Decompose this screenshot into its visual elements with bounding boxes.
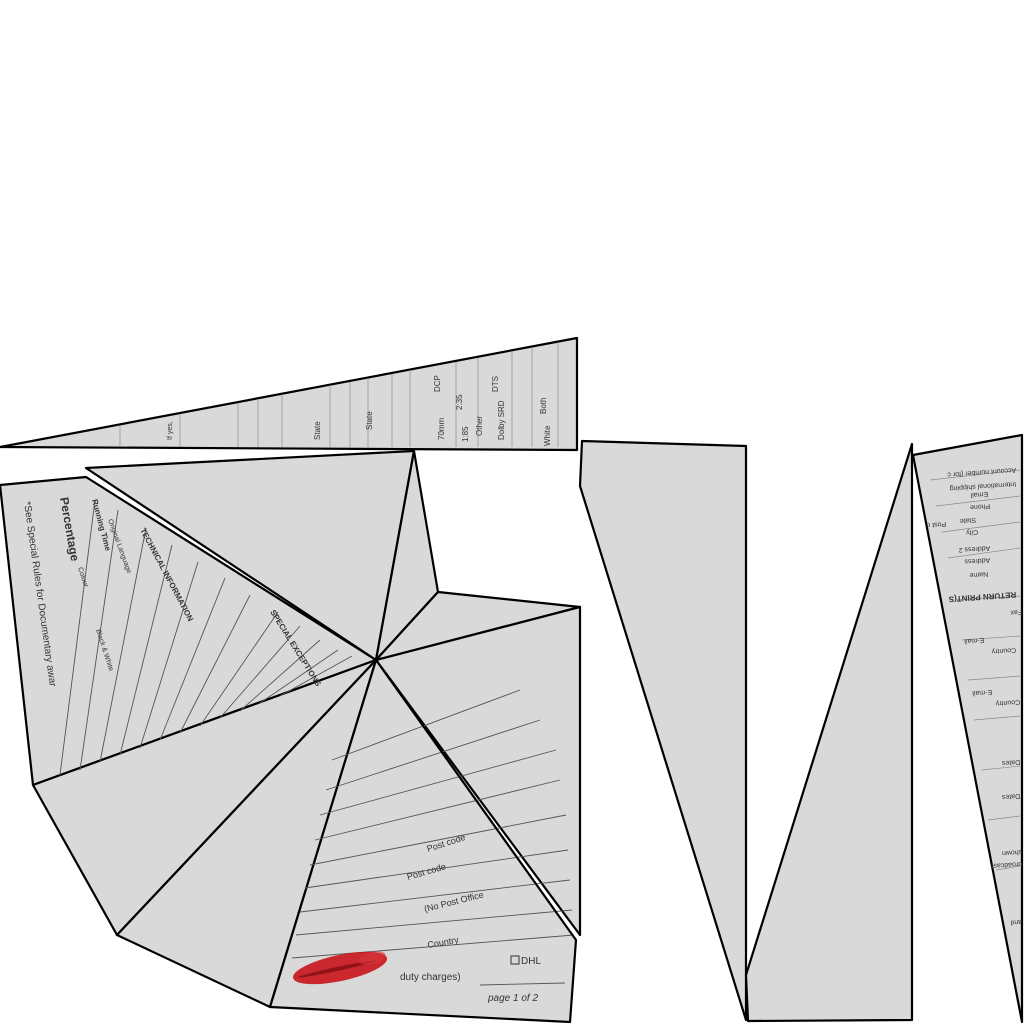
- top-strip-label-12: If yes,: [167, 421, 174, 440]
- right-label-8: Address 2: [958, 544, 990, 553]
- top-strip-label-10: Both: [539, 398, 548, 414]
- right-label-7: Post c: [926, 520, 946, 528]
- right-strip-fragment: RETURN PRINT(S Account number (for c Int…: [911, 433, 1024, 1024]
- lipstick-mark: [292, 951, 388, 985]
- top-strip-label-1: State: [313, 421, 322, 440]
- right-label-20: and: [1010, 918, 1022, 926]
- dhl-checkbox: DHL: [510, 955, 541, 967]
- right-label-5: State: [959, 516, 976, 524]
- top-strip-label-11: White: [543, 425, 552, 446]
- right-label-18: broadcast: [991, 860, 1022, 869]
- right-label-2: International shipping: [949, 480, 1016, 492]
- top-strip-label-7: Other: [475, 416, 484, 436]
- right-label-17: Dates: [1001, 792, 1020, 800]
- right-label-15: Country: [995, 698, 1020, 707]
- top-strip-label-9: Dolby SRD: [497, 400, 506, 440]
- right-label-1: Account number (for c: [947, 466, 1017, 478]
- right-label-13: Country: [991, 646, 1016, 655]
- page-number: page 1 of 2: [487, 993, 538, 1004]
- right-label-10: Name: [969, 570, 988, 578]
- center-v-fragment: [578, 439, 914, 1023]
- top-strip-label-3: DCP: [433, 375, 442, 392]
- left-fan-fragment: *See Special Rules for Documentary awar …: [0, 449, 582, 1024]
- duty-charges-label: duty charges): [400, 972, 461, 983]
- left-panel-rules: [59, 499, 353, 776]
- top-strip-label-6: 1:85: [461, 426, 470, 442]
- top-strip-label-2: State: [365, 411, 374, 430]
- right-label-9: Address: [964, 556, 991, 565]
- right-label-4: Phone: [970, 502, 991, 510]
- right-label-11: Fax: [1010, 608, 1023, 616]
- right-label-14: E-mail: [972, 688, 993, 696]
- right-label-12: E-mail: [964, 636, 985, 644]
- top-strip-rules: [119, 342, 559, 447]
- right-label-6: City: [965, 528, 978, 536]
- right-label-3: Email: [970, 490, 988, 498]
- right-strip-rules: [929, 469, 1021, 871]
- right-label-16: Dates: [1001, 758, 1020, 766]
- top-strip-label-4: 70mm: [437, 417, 446, 440]
- top-strip-fragment: State State DCP 70mm 2:35 1:85 Other DTS…: [0, 336, 579, 452]
- bottom-page-rules: [291, 689, 575, 986]
- dhl-label: DHL: [521, 956, 541, 967]
- top-strip-label-8: DTS: [491, 376, 500, 392]
- top-strip-label-5: 2:35: [455, 394, 464, 410]
- right-label-19: shown: [1002, 848, 1023, 856]
